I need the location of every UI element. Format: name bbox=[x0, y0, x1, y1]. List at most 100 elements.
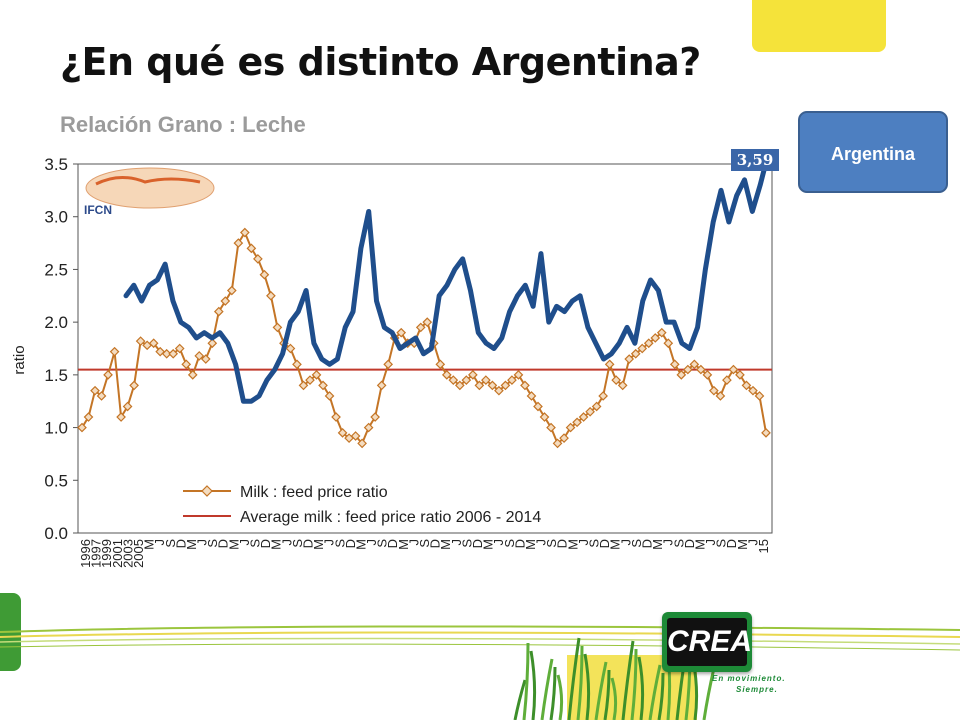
milk-feed-point bbox=[546, 422, 556, 433]
yellow-corner-decoration bbox=[752, 0, 886, 52]
tagline-line-2: Siempre. bbox=[736, 685, 778, 694]
milk-feed-point bbox=[318, 380, 328, 391]
y-tick-label: 0.5 bbox=[44, 471, 68, 490]
milk-feed-point bbox=[663, 338, 674, 349]
crea-logo: CREA bbox=[662, 612, 752, 672]
milk-feed-point bbox=[103, 370, 113, 380]
legend-milk-marker bbox=[201, 485, 213, 497]
milk-feed-point bbox=[728, 364, 739, 375]
x-tick-label: S bbox=[290, 539, 305, 548]
milk-feed-point bbox=[370, 412, 380, 422]
milk-feed-point bbox=[83, 412, 94, 422]
grass-blade bbox=[513, 679, 527, 720]
y-tick-label: 2.0 bbox=[44, 313, 68, 332]
grass-blade bbox=[529, 650, 537, 720]
milk-feed-point bbox=[213, 306, 224, 317]
milk-feed-point bbox=[637, 343, 648, 354]
milk-feed-point bbox=[298, 380, 309, 391]
grass-blade bbox=[522, 642, 530, 720]
milk-feed-point bbox=[174, 343, 185, 354]
x-tick-label: S bbox=[629, 539, 644, 548]
milk-feed-point bbox=[305, 375, 315, 385]
grass-blade bbox=[583, 653, 591, 720]
crea-logo-text: CREA bbox=[667, 618, 752, 666]
x-tick-label: J bbox=[152, 539, 167, 546]
milk-feed-point bbox=[220, 296, 231, 306]
milk-feed-point bbox=[148, 338, 159, 349]
y-axis-label: ratio bbox=[11, 345, 28, 374]
x-tick-label: D bbox=[173, 539, 188, 548]
milk-feed-point bbox=[259, 269, 270, 280]
x-tick-label: M bbox=[608, 539, 623, 550]
grass-blade bbox=[567, 637, 581, 720]
x-tick-label: 15 bbox=[756, 539, 771, 553]
x-tick-label: D bbox=[258, 539, 273, 548]
x-tick-label: D bbox=[385, 539, 400, 548]
milk-feed-point bbox=[676, 370, 687, 380]
milk-feed-point bbox=[122, 401, 133, 412]
swoosh-stripe-1 bbox=[0, 631, 960, 638]
x-tick-label: J bbox=[364, 539, 379, 546]
milk-feed-point bbox=[722, 375, 732, 385]
milk-feed-point bbox=[741, 380, 752, 391]
milk-feed-point bbox=[357, 438, 367, 449]
milk-feed-point bbox=[689, 359, 700, 370]
milk-feed-point bbox=[617, 380, 628, 391]
milk-feed-point bbox=[226, 285, 237, 296]
milk-feed-point bbox=[324, 391, 335, 401]
milk-feed-point bbox=[539, 412, 550, 422]
milk-feed-point bbox=[507, 375, 517, 385]
milk-feed-point bbox=[709, 385, 719, 396]
x-tick-label: S bbox=[248, 539, 263, 548]
y-tick-label: 2.5 bbox=[44, 260, 68, 279]
milk-feed-point bbox=[559, 433, 569, 443]
world-map-icon bbox=[85, 167, 215, 209]
x-tick-label: M bbox=[142, 539, 157, 550]
milk-feed-point bbox=[494, 385, 504, 396]
x-tick-label: J bbox=[237, 539, 252, 546]
x-tick-label: D bbox=[597, 539, 612, 548]
x-tick-label: M bbox=[269, 539, 284, 550]
swoosh-stripe-2 bbox=[0, 637, 960, 645]
milk-feed-point bbox=[233, 238, 244, 248]
x-tick-label: M bbox=[396, 539, 411, 550]
grass-blade bbox=[610, 677, 618, 720]
milk-feed-point bbox=[565, 422, 576, 433]
milk-feed-point bbox=[604, 359, 615, 370]
x-tick-label: S bbox=[375, 539, 390, 548]
grass-blade bbox=[637, 656, 645, 720]
x-tick-label: D bbox=[300, 539, 315, 548]
milk-feed-point bbox=[292, 359, 302, 370]
x-tick-label: D bbox=[639, 539, 654, 548]
milk-feed-point bbox=[272, 322, 283, 333]
milk-feed-point bbox=[552, 438, 563, 449]
milk-feed-point bbox=[461, 375, 472, 385]
x-tick-label: M bbox=[311, 539, 326, 550]
x-tick-label: J bbox=[745, 539, 760, 546]
tagline-line-1: En movimiento. bbox=[712, 674, 786, 683]
milk-feed-point bbox=[748, 385, 758, 396]
grass-blade bbox=[648, 664, 662, 720]
grass-blade bbox=[630, 648, 638, 720]
x-tick-label: J bbox=[618, 539, 633, 546]
milk-feed-series-line bbox=[81, 230, 767, 446]
milk-feed-point bbox=[337, 427, 348, 438]
x-tick-label: D bbox=[343, 539, 358, 548]
x-tick-label: M bbox=[438, 539, 453, 550]
x-tick-label: 1997 bbox=[89, 539, 104, 568]
milk-feed-point bbox=[585, 406, 595, 417]
x-tick-label: J bbox=[449, 539, 464, 546]
milk-feed-point bbox=[611, 375, 622, 385]
legend-average-label: Average milk : feed price ratio 2006 - 2… bbox=[240, 509, 541, 526]
y-tick-label: 0.0 bbox=[44, 524, 68, 543]
x-tick-label: S bbox=[714, 539, 729, 548]
milk-feed-point bbox=[383, 359, 394, 370]
milk-feed-point bbox=[168, 348, 179, 359]
legend-milk-label: Milk : feed price ratio bbox=[240, 484, 388, 501]
x-tick-label: D bbox=[216, 539, 231, 548]
milk-feed-point bbox=[422, 317, 433, 327]
milk-feed-point bbox=[435, 359, 446, 370]
milk-feed-point bbox=[129, 380, 139, 391]
milk-feed-point bbox=[285, 343, 296, 354]
